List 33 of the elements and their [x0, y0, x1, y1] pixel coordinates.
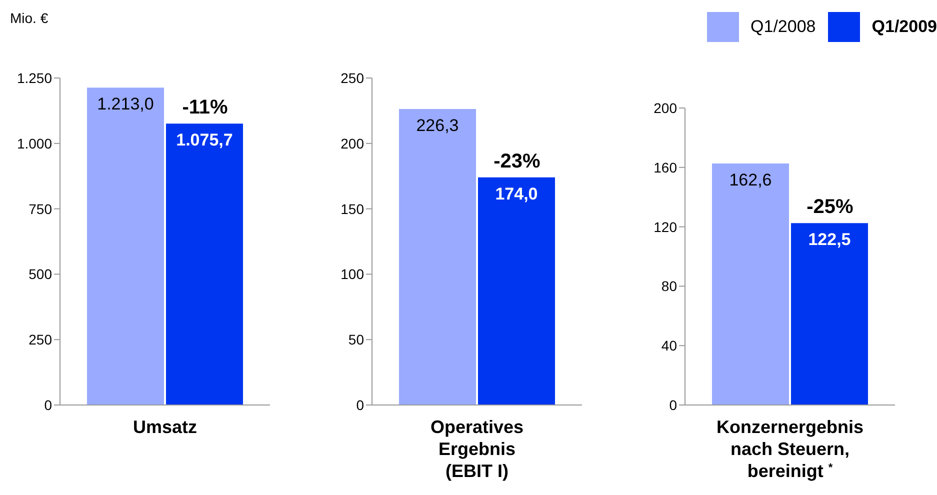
- y-tick-label: 200: [654, 100, 678, 116]
- y-tick-label: 50: [348, 332, 364, 348]
- y-tick-label: 120: [654, 218, 678, 235]
- data-label: 122,5: [808, 230, 851, 250]
- y-tick-label: 750: [28, 200, 52, 217]
- y-tick-label: 40: [661, 338, 678, 354]
- legend-label: Q1/2008: [750, 17, 816, 37]
- y-tick-label: 100: [340, 266, 364, 282]
- y-tick-label: 150: [340, 200, 364, 217]
- y-tick-label: 250: [28, 332, 52, 348]
- y-tick-label: 250: [340, 70, 364, 86]
- y-tick-label: 1.250: [16, 70, 52, 86]
- data-label: 162,6: [729, 170, 772, 190]
- data-label: 1.075,7: [176, 130, 233, 150]
- annotation: -23%: [494, 150, 541, 172]
- x-tick-label: Umsatz: [132, 417, 198, 437]
- y-tick-label: 160: [654, 159, 678, 176]
- y-tick-label: 200: [340, 135, 364, 152]
- x-tick-label: Operatives Ergebnis (EBIT I): [430, 417, 524, 481]
- annotation: -11%: [182, 96, 228, 119]
- annotation: -25%: [806, 196, 854, 218]
- x-tick-label: Konzernergebnis nach Steuern, bereinigt $^{*}$: [716, 417, 864, 481]
- y-axis-title: Mio. €: [10, 10, 48, 26]
- data-label: 1.213,0: [97, 94, 154, 114]
- y-tick-label: 0: [44, 396, 52, 413]
- y-tick-label: 0: [669, 396, 678, 413]
- y-tick-label: 0: [356, 396, 364, 413]
- y-tick-label: 80: [661, 278, 678, 294]
- data-label: 226,3: [416, 116, 459, 135]
- y-tick-label: 500: [28, 266, 52, 282]
- y-tick-label: 1.000: [16, 135, 52, 152]
- data-label: 174,0: [495, 184, 538, 204]
- legend-label: Q1/2009: [872, 17, 937, 37]
